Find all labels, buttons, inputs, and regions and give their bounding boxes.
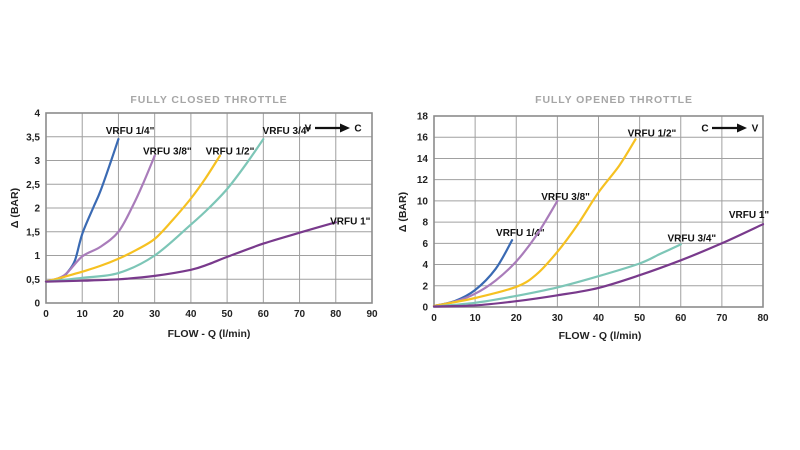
chart-plot: 0 10 20 30 40 50 60 70 80 0 2 4 6 8 10 12 14 16 18 VRFU 1/4… bbox=[417, 112, 770, 325]
series-curve bbox=[432, 239, 514, 307]
y-tick-label: 14 bbox=[417, 154, 429, 165]
series-label: VRFU 1" bbox=[729, 210, 770, 221]
series-curve bbox=[432, 223, 765, 308]
series-label: VRFU 1/2" bbox=[206, 147, 255, 158]
series-curve bbox=[44, 154, 221, 283]
x-tick-label: 80 bbox=[757, 313, 769, 324]
y-axis-title: Δ (BAR) bbox=[9, 188, 21, 228]
series-curve bbox=[432, 243, 682, 308]
x-tick-label: 60 bbox=[675, 313, 687, 324]
x-tick-label: 20 bbox=[511, 313, 523, 324]
x-tick-label: 70 bbox=[716, 313, 728, 324]
series-label: VRFU 1/4" bbox=[496, 228, 545, 239]
y-tick-label: 4 bbox=[34, 109, 40, 120]
y-axis-title: Δ (BAR) bbox=[397, 192, 409, 232]
y-tick-label: 1 bbox=[34, 251, 40, 262]
arrow-from-label: V bbox=[305, 124, 312, 135]
arrow-head-icon bbox=[340, 123, 350, 133]
series-label: VRFU 3/8" bbox=[541, 192, 590, 203]
plot-border bbox=[433, 115, 764, 308]
flow-direction-arrow: V C bbox=[305, 123, 362, 135]
x-axis-title: FLOW - Q (l/min) bbox=[559, 330, 642, 342]
arrow-to-label: C bbox=[354, 124, 361, 135]
y-tick-label: 0,5 bbox=[26, 275, 40, 286]
y-tick-label: 16 bbox=[417, 133, 429, 144]
chart-plot: 0 10 20 30 40 50 60 70 80 90 0 0,5 1 1,5 2 2,5 3 3,5 4 VRFU… bbox=[26, 109, 378, 321]
y-tick-label: 1,5 bbox=[26, 227, 40, 238]
y-tick-label: 8 bbox=[422, 218, 428, 229]
y-tick-label: 12 bbox=[417, 175, 429, 186]
arrow-head-icon bbox=[737, 123, 747, 133]
x-tick-label: 50 bbox=[634, 313, 646, 324]
series-curve bbox=[432, 199, 559, 307]
x-tick-label: 20 bbox=[113, 309, 125, 320]
y-tick-label: 2 bbox=[422, 281, 428, 292]
x-tick-label: 0 bbox=[431, 313, 437, 324]
y-tick-label: 6 bbox=[422, 239, 428, 250]
series-label: VRFU 1/2" bbox=[628, 128, 677, 139]
x-tick-label: 0 bbox=[43, 309, 49, 320]
x-tick-label: 60 bbox=[258, 309, 270, 320]
x-tick-label: 50 bbox=[222, 309, 234, 320]
series-curve bbox=[44, 221, 337, 283]
flow-direction-arrow: C V bbox=[701, 123, 759, 135]
x-tick-label: 80 bbox=[330, 309, 342, 320]
opened-throttle-chart: FULLY OPENED THROTTLE 0 10 20 30 40 50 60 70 800… bbox=[397, 94, 770, 342]
y-tick-label: 18 bbox=[417, 112, 429, 123]
series-curve bbox=[432, 138, 637, 307]
plot-border bbox=[45, 112, 373, 304]
y-tick-label: 2,5 bbox=[26, 180, 40, 191]
series-curve bbox=[44, 138, 265, 283]
x-tick-label: 10 bbox=[77, 309, 89, 320]
closed-throttle-chart: FULLY CLOSED THROTTLE 0 10 20 30 40 50 60 70 80 9… bbox=[9, 94, 378, 340]
series-curve bbox=[44, 154, 156, 283]
arrow-to-label: V bbox=[752, 124, 759, 135]
y-tick-label: 2 bbox=[34, 204, 40, 215]
x-tick-label: 70 bbox=[294, 309, 306, 320]
series-label: VRFU 3/4" bbox=[263, 126, 312, 137]
y-tick-label: 4 bbox=[422, 260, 428, 271]
y-tick-label: 0 bbox=[34, 299, 40, 310]
y-tick-label: 10 bbox=[417, 196, 429, 207]
y-tick-label: 3,5 bbox=[26, 132, 40, 143]
series-label: VRFU 3/8" bbox=[143, 147, 192, 158]
y-tick-label: 3 bbox=[34, 156, 40, 167]
chart-title: FULLY OPENED THROTTLE bbox=[535, 94, 693, 106]
chart-title: FULLY CLOSED THROTTLE bbox=[130, 94, 287, 106]
series-label: VRFU 1" bbox=[330, 216, 371, 227]
x-axis-title: FLOW - Q (l/min) bbox=[168, 328, 251, 340]
y-tick-label: 0 bbox=[422, 303, 428, 314]
x-tick-label: 40 bbox=[593, 313, 605, 324]
series-label: VRFU 1/4" bbox=[106, 126, 155, 137]
arrow-from-label: C bbox=[701, 124, 708, 135]
x-tick-label: 30 bbox=[149, 309, 161, 320]
x-tick-label: 30 bbox=[552, 313, 564, 324]
x-tick-label: 10 bbox=[470, 313, 482, 324]
x-tick-label: 40 bbox=[185, 309, 197, 320]
x-tick-label: 90 bbox=[366, 309, 378, 320]
series-label: VRFU 3/4" bbox=[668, 234, 717, 245]
